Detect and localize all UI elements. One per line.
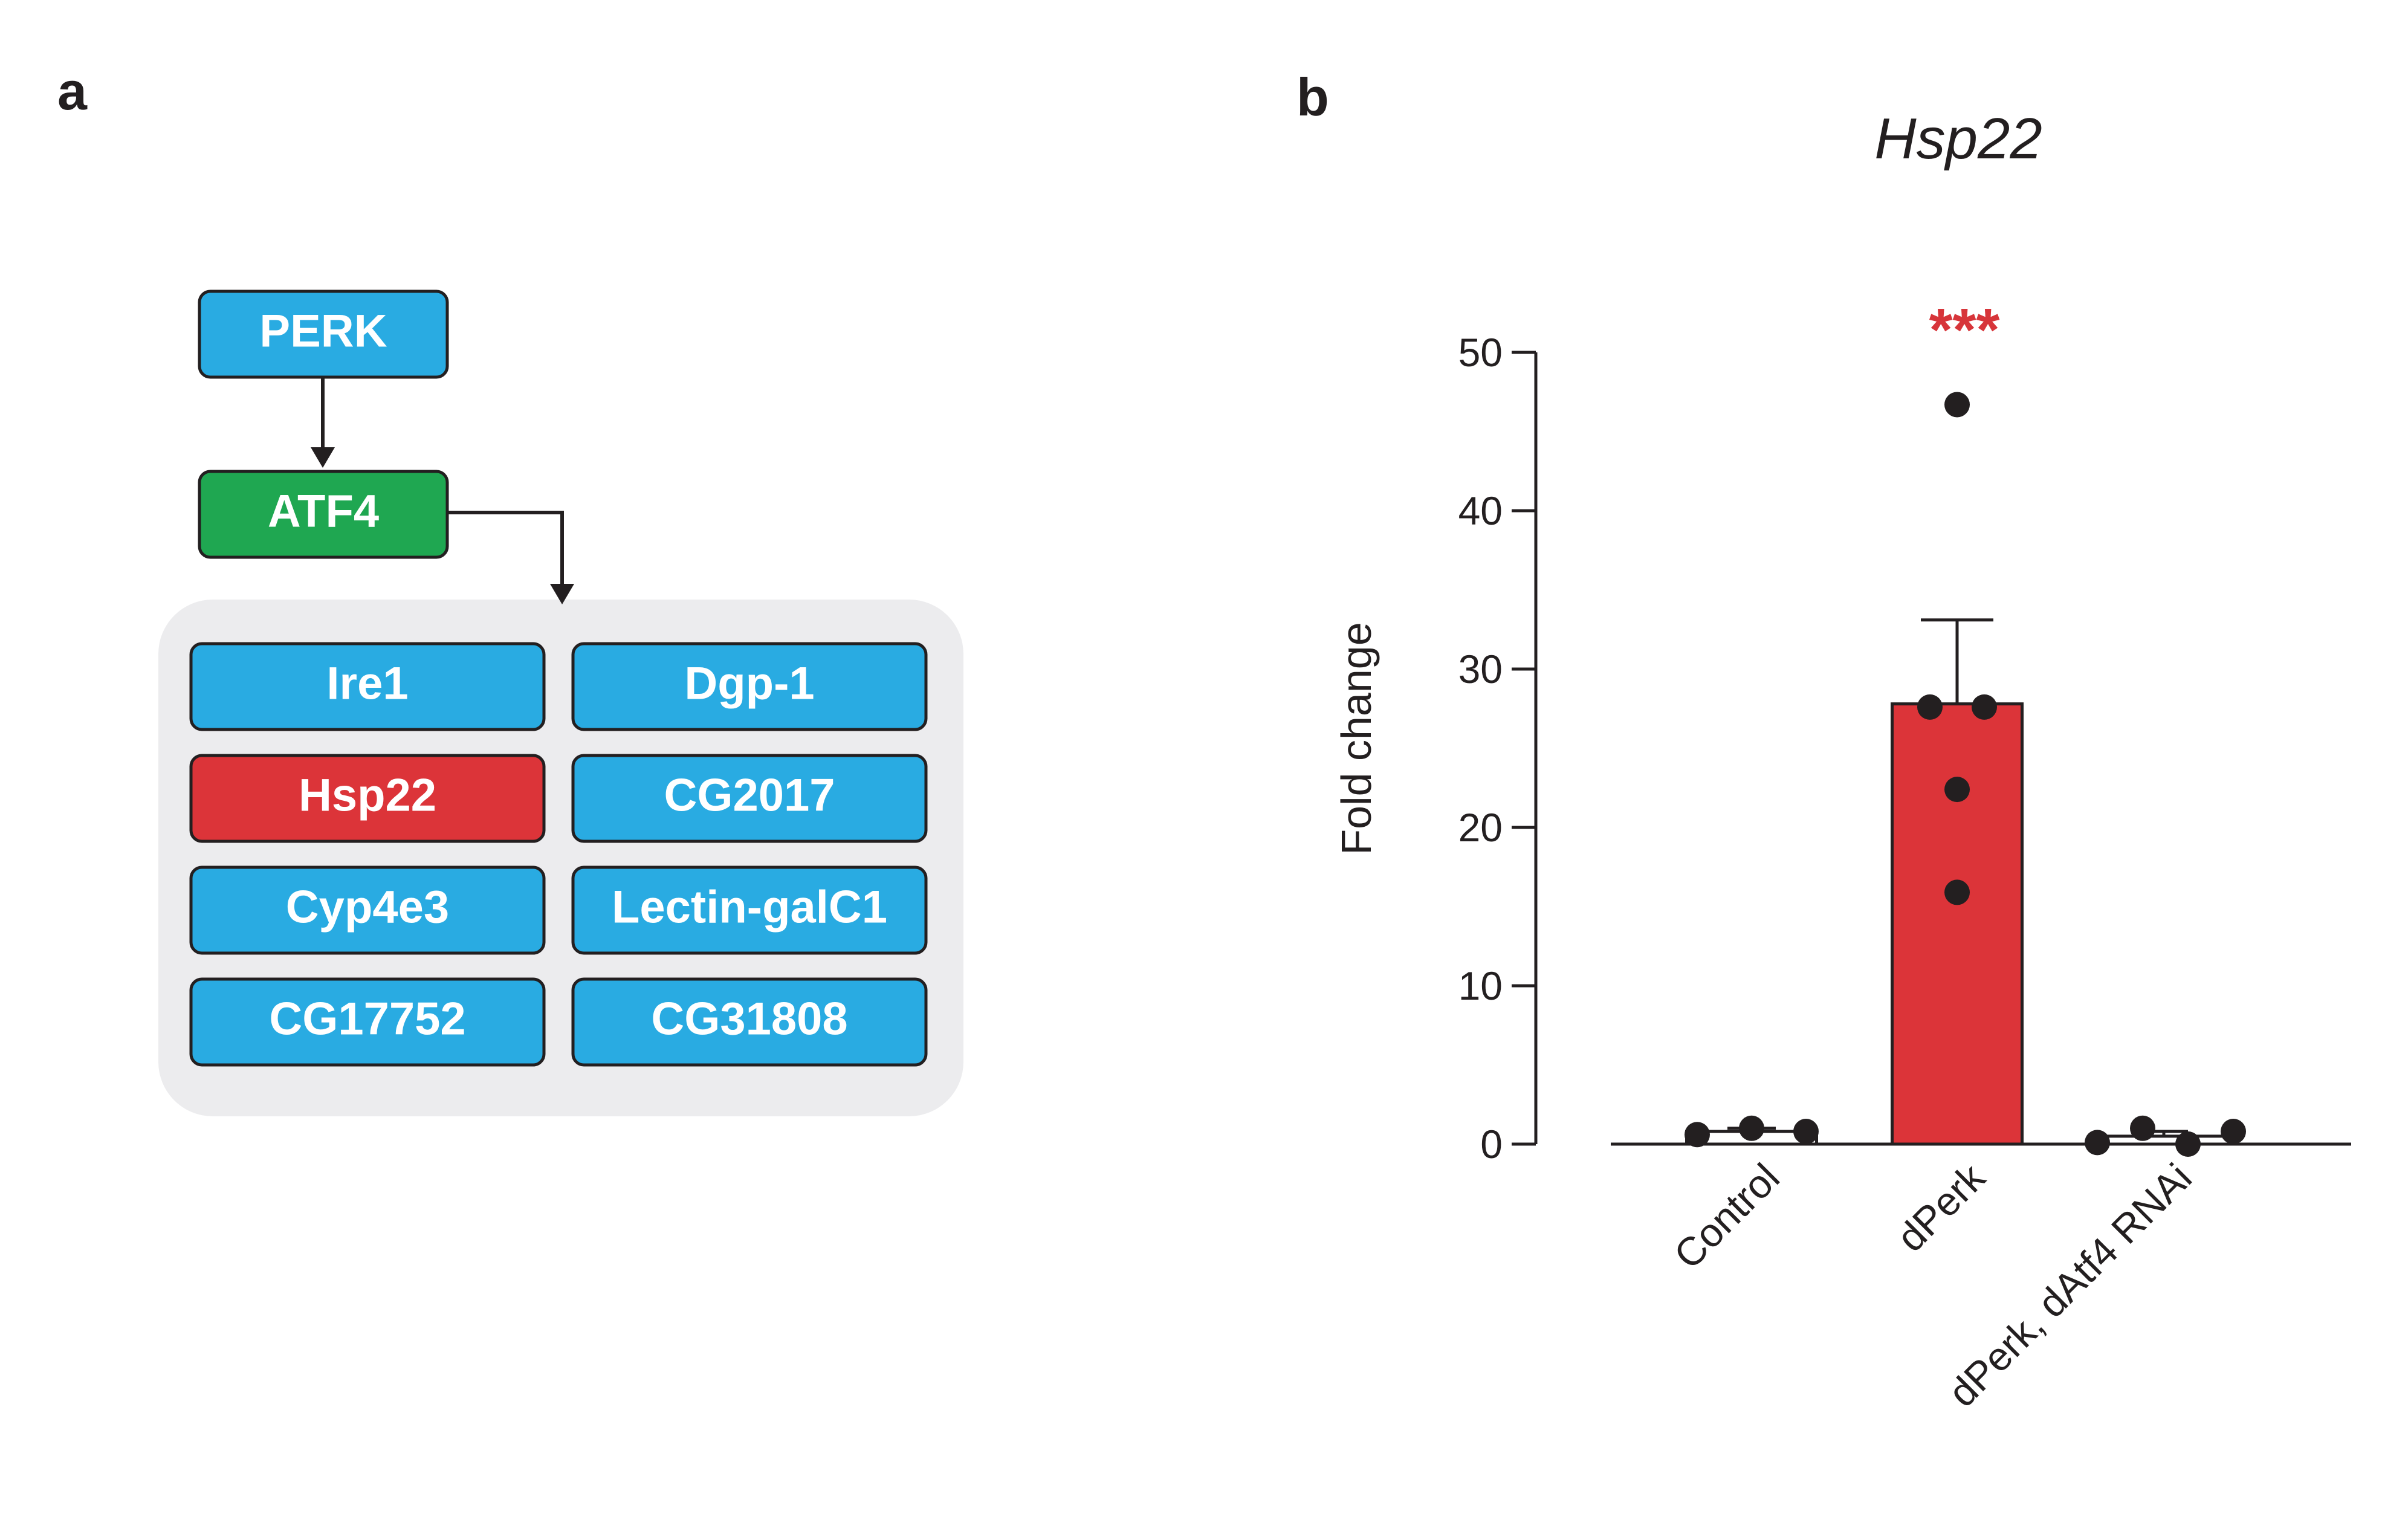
node-atf4: ATF4	[198, 470, 449, 559]
x-tick-label-1: dPerk	[1888, 1154, 1994, 1260]
node-hsp22: Hsp22	[189, 754, 546, 843]
significance-marker-1: ***	[1929, 296, 2000, 364]
bar-2	[2097, 1134, 2230, 1146]
data-point-0-0	[1685, 1122, 1710, 1148]
chart-title: Hsp22	[1874, 106, 2042, 171]
node-lectin-galc1: Lectin-galC1	[571, 865, 928, 955]
y-tick-label-40: 40	[1458, 488, 1503, 533]
x-tick-label-0: Control	[1665, 1155, 1788, 1278]
data-point-1-0	[1944, 392, 1970, 418]
data-point-0-2	[1793, 1119, 1819, 1145]
atf4-to-targets-arrow	[448, 511, 564, 587]
node-cyp4e3: Cyp4e3	[189, 865, 546, 955]
node-cyp4e3-label: Cyp4e3	[286, 882, 449, 933]
y-tick-label-30: 30	[1458, 647, 1503, 691]
node-perk: PERK	[198, 290, 449, 379]
panel-b-label: b	[1296, 67, 1329, 127]
node-atf4-label: ATF4	[268, 486, 379, 537]
y-tick-label-50: 50	[1458, 330, 1503, 375]
y-axis-title: Fold change	[1333, 622, 1380, 855]
data-point-1-1	[1917, 694, 1943, 720]
data-point-0-1	[1739, 1115, 1764, 1141]
node-dgp1: Dgp-1	[571, 642, 928, 731]
y-tick-label-0: 0	[1480, 1122, 1503, 1166]
data-point-1-3	[1944, 777, 1970, 803]
chart-points	[1685, 392, 2246, 1157]
panel-a-label: a	[57, 61, 87, 121]
node-hsp22-label: Hsp22	[299, 770, 436, 821]
data-point-2-2	[2175, 1131, 2201, 1157]
data-point-2-3	[2221, 1119, 2246, 1145]
node-cg2017: CG2017	[571, 754, 928, 843]
data-point-2-0	[2085, 1130, 2110, 1156]
atf4-to-targets-arrowhead	[550, 584, 574, 604]
node-ire1-label: Ire1	[326, 658, 408, 710]
node-lectin-galc1-label: Lectin-galC1	[612, 882, 887, 933]
data-point-1-4	[1944, 879, 1970, 905]
node-cg31808-label: CG31808	[651, 994, 847, 1045]
node-cg17752-label: CG17752	[269, 994, 465, 1045]
bar-1	[1891, 702, 2024, 1146]
node-cg17752: CG17752	[189, 977, 546, 1067]
perk-to-atf4-arrowhead	[311, 447, 335, 468]
y-tick-label-20: 20	[1458, 805, 1503, 850]
node-ire1: Ire1	[189, 642, 546, 731]
data-point-2-1	[2130, 1115, 2155, 1141]
node-dgp1-label: Dgp-1	[684, 658, 814, 710]
y-tick-label-10: 10	[1458, 963, 1503, 1008]
node-cg2017-label: CG2017	[664, 770, 835, 821]
node-cg31808: CG31808	[571, 977, 928, 1067]
data-point-1-2	[1972, 694, 1997, 720]
node-perk-label: PERK	[259, 306, 387, 357]
